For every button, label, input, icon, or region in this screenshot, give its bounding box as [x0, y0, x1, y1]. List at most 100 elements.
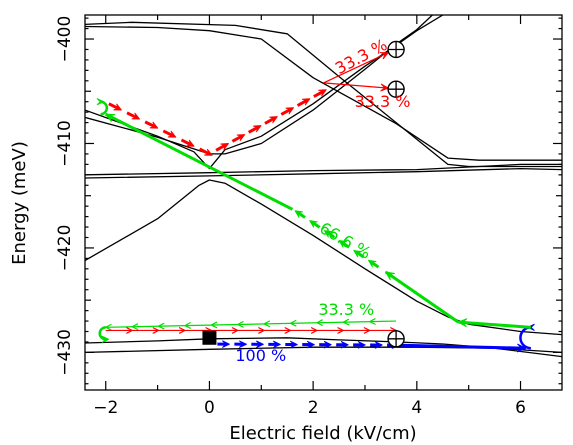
arrowhead	[338, 240, 348, 248]
arrowhead	[294, 210, 304, 218]
axes: −2 0 2 4 6 −400 −410 −420 −430	[55, 15, 562, 418]
arrowhead	[368, 259, 377, 268]
transition-dash	[162, 129, 174, 138]
transition-dash	[311, 221, 321, 229]
arrowhead	[184, 322, 191, 329]
transition-thick-solid	[396, 343, 527, 353]
state-marker-square	[202, 330, 217, 345]
arrowhead	[131, 323, 139, 330]
arrowhead	[256, 340, 264, 348]
transition-line	[384, 270, 460, 324]
arrowhead	[167, 130, 177, 138]
plot-background	[85, 15, 562, 390]
x-tick-label: 4	[411, 398, 422, 418]
percentage-label: 33.3 %	[318, 300, 374, 319]
arrowhead	[204, 148, 213, 156]
transition-thick-solid	[105, 112, 294, 211]
transition-line	[105, 320, 397, 328]
transition-dash	[144, 120, 156, 129]
y-tick-label: −430	[55, 329, 75, 376]
arrowhead	[210, 321, 218, 329]
transition-dash	[231, 134, 243, 143]
arrowhead	[152, 327, 160, 334]
state-markers	[202, 40, 405, 348]
arrowhead	[374, 341, 383, 349]
arrowhead	[284, 327, 292, 334]
arrowhead	[337, 327, 344, 334]
arrowhead	[385, 271, 396, 281]
y-axis-label: Energy (meV)	[9, 141, 30, 265]
arrowhead	[342, 318, 350, 326]
arrowhead	[363, 327, 371, 334]
transition-line	[323, 52, 389, 84]
arrowhead	[239, 340, 247, 348]
arrowhead	[289, 340, 298, 349]
arrowhead	[310, 327, 318, 334]
arrowhead	[113, 103, 122, 111]
plot-frame	[84, 14, 563, 391]
transition-dash	[296, 211, 306, 219]
transition-small-arrows	[105, 318, 397, 331]
arrowhead	[285, 107, 295, 115]
transition-arrowheads	[294, 210, 380, 269]
arrowhead	[178, 327, 186, 334]
arrowhead	[185, 139, 195, 147]
arrowhead	[126, 327, 133, 334]
transition-u-turn	[98, 326, 110, 343]
energy-level-curve	[85, 15, 444, 170]
transition-line	[323, 82, 389, 89]
x-axis-label: Electric field (kV/cm)	[229, 423, 416, 444]
transition-dash	[370, 260, 380, 269]
arrowhead	[258, 327, 265, 334]
transition-thin-arrow	[323, 82, 389, 92]
state-marker-circled-plus	[387, 330, 405, 348]
transition-thick-solid	[384, 270, 460, 324]
transition-line	[458, 320, 531, 329]
transition-dash	[355, 250, 365, 259]
transition-line	[105, 112, 294, 211]
arrowhead	[353, 249, 362, 258]
arrowhead	[516, 343, 527, 353]
x-tick-label: 6	[515, 398, 526, 418]
transition-dash	[126, 111, 138, 120]
transition-dash	[313, 89, 325, 98]
arrowhead	[316, 319, 323, 326]
y-tick-label: −400	[55, 16, 75, 63]
transition-arc	[98, 326, 106, 341]
energy-level-curve	[85, 15, 433, 155]
state-marker-circled-plus	[387, 80, 405, 98]
percentage-label: 33.3 %	[355, 92, 411, 111]
arrowhead	[369, 318, 376, 325]
x-tick-label: −2	[93, 398, 118, 418]
arrowhead	[131, 112, 141, 120]
transition-dash	[340, 240, 350, 249]
transition-dash	[198, 147, 211, 156]
energy-level-curves	[85, 15, 562, 358]
transition-dash	[108, 102, 120, 111]
transition-dash	[280, 107, 292, 116]
arrowhead	[357, 341, 366, 349]
arrowhead	[269, 116, 278, 124]
transition-dash	[247, 125, 260, 134]
transition-arrowheads	[217, 340, 400, 349]
y-tick-label: −410	[55, 120, 75, 167]
arrowhead	[220, 143, 229, 151]
energy-level-curve	[85, 163, 562, 176]
arrowhead	[149, 121, 159, 129]
transition-paths	[96, 52, 535, 353]
transition-u-turn	[96, 98, 109, 116]
transition-thin-arrow	[323, 52, 389, 84]
transition-line	[396, 343, 526, 350]
arrowhead	[323, 230, 333, 238]
energy-level-curve	[85, 21, 562, 168]
arrowhead	[380, 83, 389, 92]
arrowhead	[236, 134, 246, 142]
arrowhead	[263, 320, 271, 328]
arrowhead	[289, 319, 297, 327]
energy-level-curve	[85, 167, 562, 179]
x-tick-label: 0	[204, 398, 215, 418]
state-marker-circled-plus	[387, 40, 405, 59]
arrowhead	[309, 220, 318, 228]
arrowhead	[306, 340, 315, 349]
